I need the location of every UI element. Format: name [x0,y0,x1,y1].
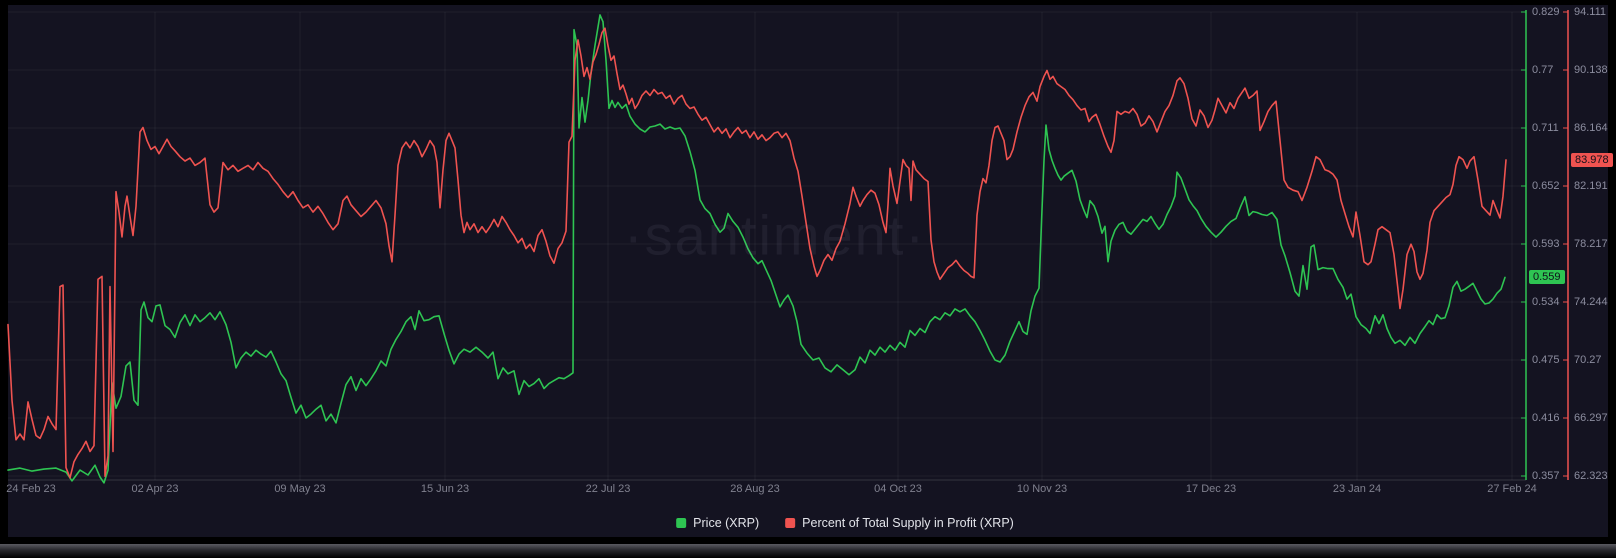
legend-item-price[interactable]: Price (XRP) [676,516,759,530]
percent-tick-label: 86.164 [1574,122,1608,134]
date-tick-label: 10 Nov 23 [1016,483,1068,495]
price-series-swatch-icon [676,518,687,528]
percent-tick-label: 70.27 [1574,354,1602,366]
date-tick-label: 17 Dec 23 [1185,483,1237,495]
price-tick-label: 0.829 [1532,6,1560,18]
price-tick-label: 0.534 [1532,296,1560,308]
percent-tick-label: 62.323 [1574,470,1608,482]
price-current-badge: 0.559 [1529,270,1565,285]
price-tick-label: 0.475 [1532,354,1560,366]
legend-label-supply-profit: Percent of Total Supply in Profit (XRP) [802,516,1014,530]
legend: Price (XRP) Percent of Total Supply in P… [676,516,1014,530]
percent-tick-label: 78.217 [1574,238,1608,250]
date-tick-label: 15 Jun 23 [420,483,470,495]
percent-tick-label: 82.191 [1574,180,1608,192]
date-tick-label: 28 Aug 23 [730,483,780,495]
legend-label-price: Price (XRP) [693,516,760,530]
legend-item-supply-profit[interactable]: Percent of Total Supply in Profit (XRP) [785,516,1014,530]
date-tick-label: 24 Feb 23 [6,483,56,495]
price-tick-label: 0.77 [1532,64,1554,76]
chart-panel [8,5,1608,537]
date-tick-label: 22 Jul 23 [585,483,631,495]
price-tick-label: 0.357 [1532,470,1560,482]
date-tick-label: 23 Jan 24 [1332,483,1382,495]
price-tick-label: 0.416 [1532,412,1560,424]
percent-tick-label: 74.244 [1574,296,1608,308]
date-tick-label: 27 Feb 24 [1487,483,1537,495]
supply-profit-series-swatch-icon [785,518,796,528]
date-tick-label: 02 Apr 23 [131,483,179,495]
price-line [7,14,1506,484]
percent-tick-label: 94.111 [1574,6,1607,18]
date-tick-label: 04 Oct 23 [874,483,922,495]
price-tick-label: 0.652 [1532,180,1560,192]
percent-tick-label: 66.297 [1574,412,1608,424]
date-tick-label: 09 May 23 [274,483,326,495]
price-tick-label: 0.593 [1532,238,1560,250]
supply-profit-line [7,27,1507,479]
percent-tick-label: 90.138 [1574,64,1608,76]
price-tick-label: 0.711 [1532,122,1559,134]
supply-profit-current-badge: 83.978 [1571,152,1613,167]
window-bottom-edge [0,544,1616,558]
